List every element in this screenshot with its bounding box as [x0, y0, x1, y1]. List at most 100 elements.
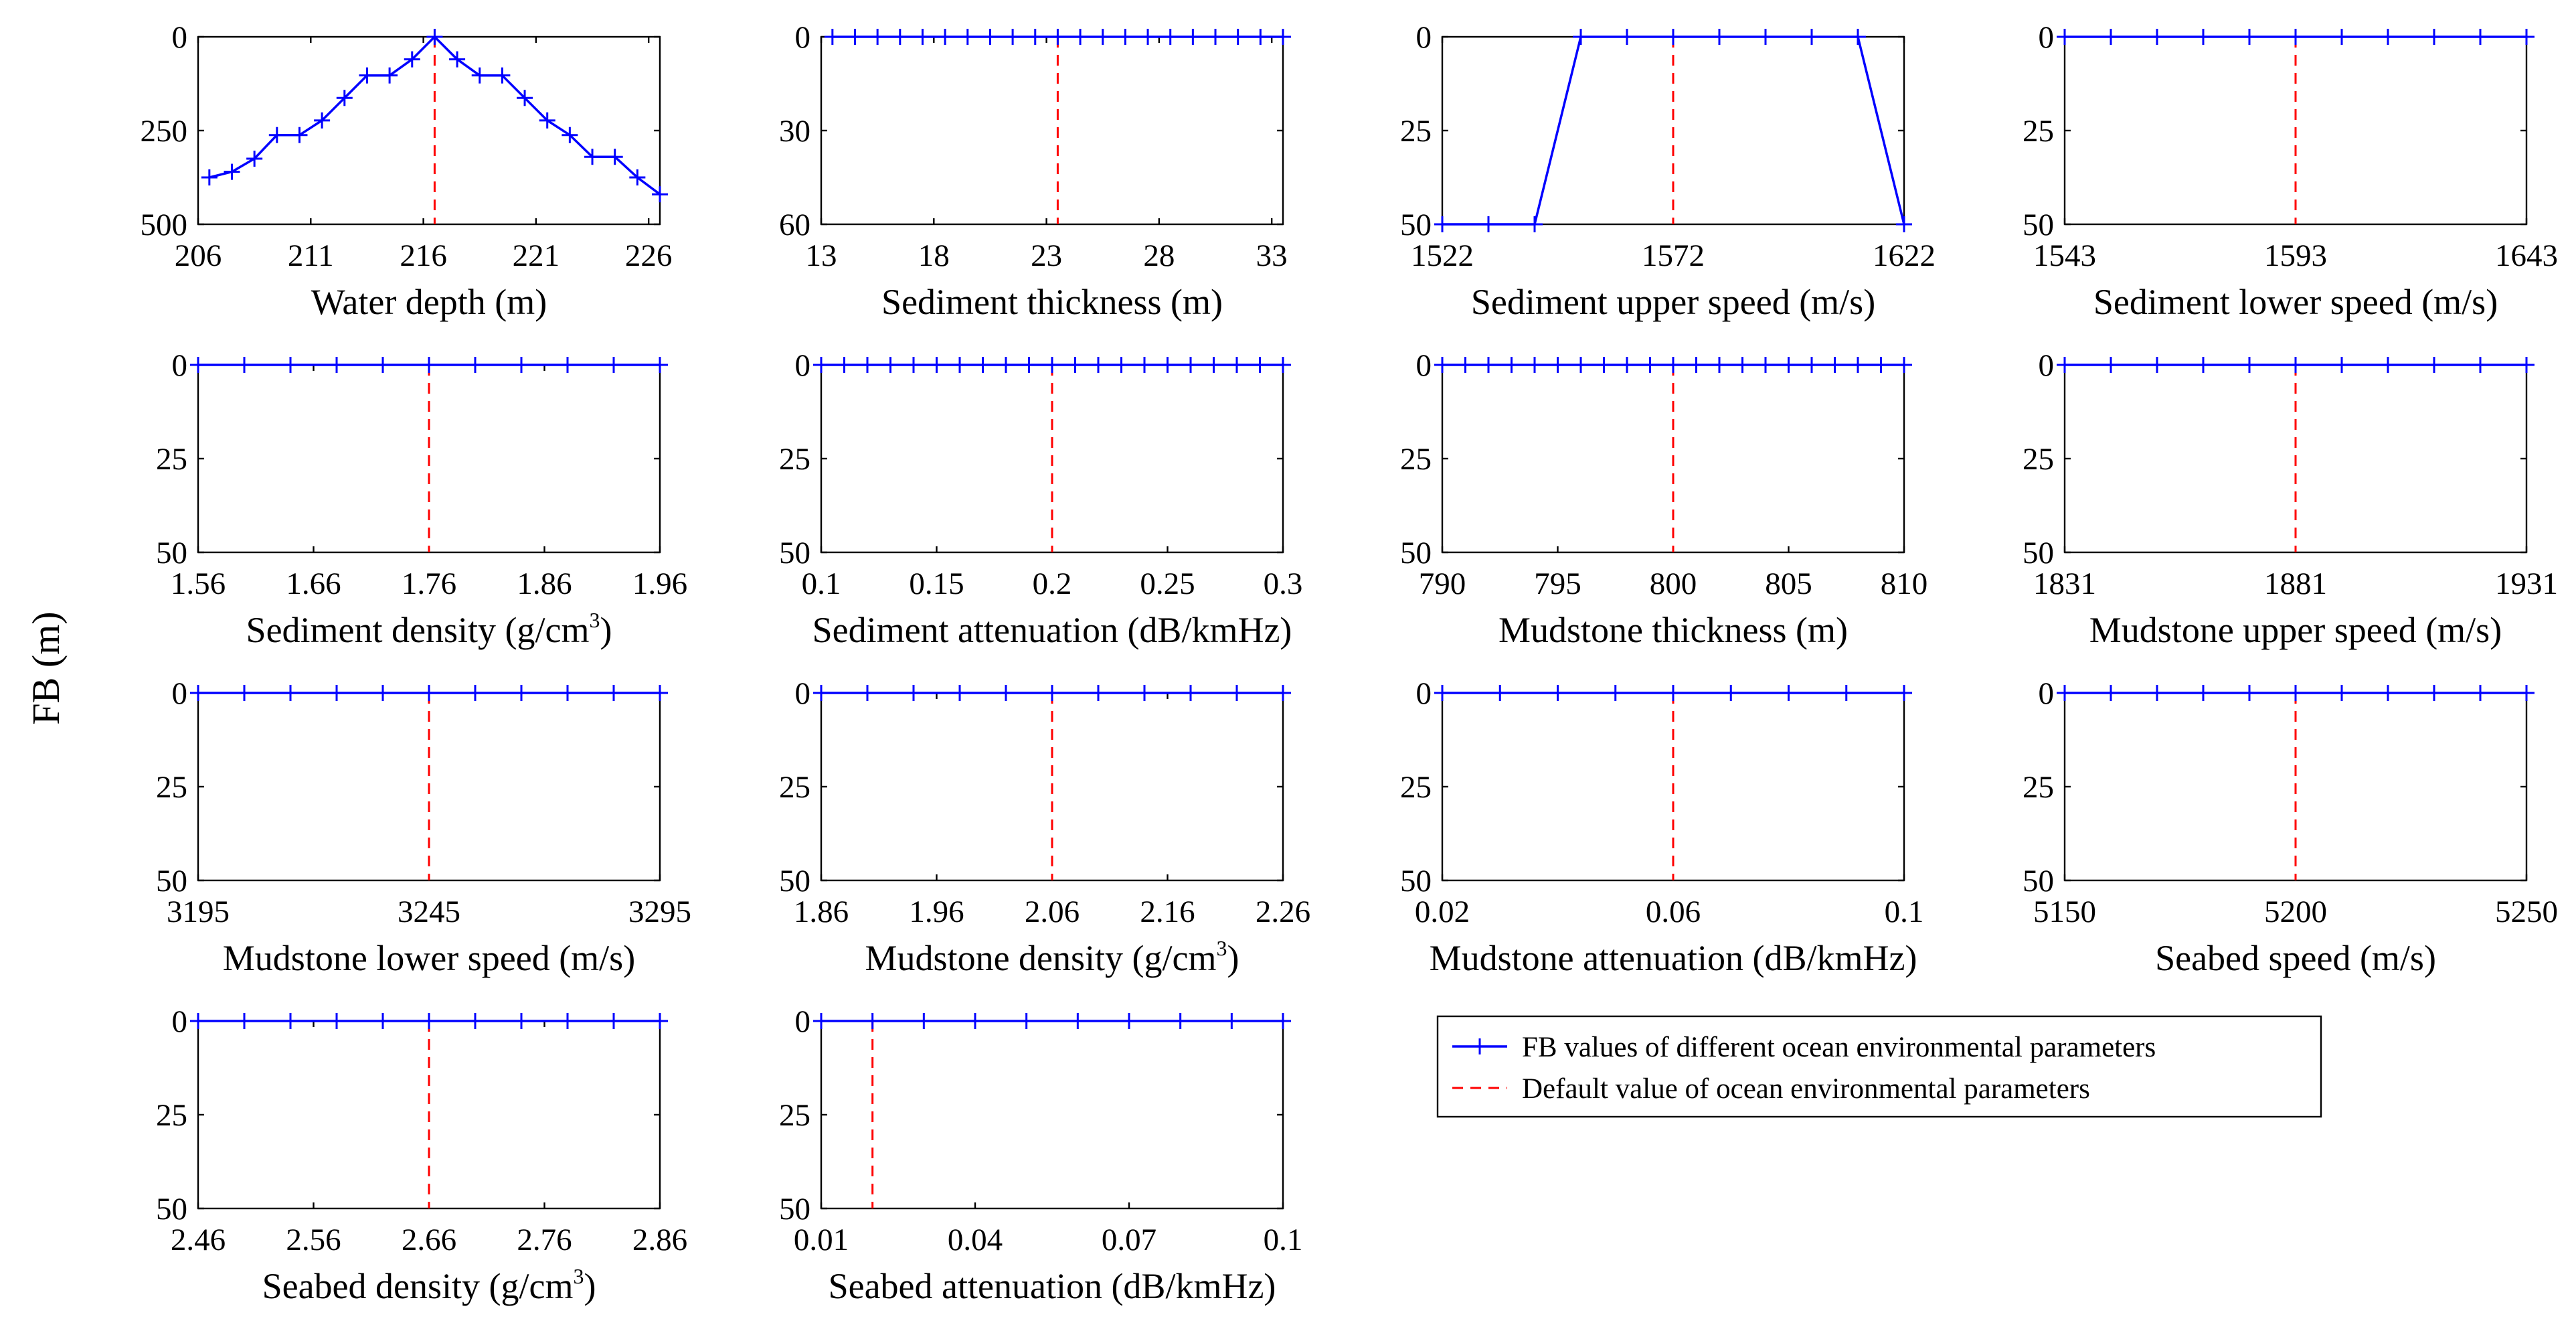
y-tick-label: 0	[1416, 20, 1432, 55]
y-tick-label: 25	[779, 442, 810, 477]
x-tick-label: 1931	[2495, 566, 2558, 601]
y-tick-label: 0	[1416, 348, 1432, 383]
x-axis-label: Mudstone density (g/cm3)	[865, 936, 1239, 978]
y-tick-label: 50	[156, 864, 187, 898]
subplot-7: 790 795 800 805 810 0 25 50 Mudstone thickness (…	[1400, 348, 1927, 650]
y-tick-label: 25	[156, 442, 187, 477]
axes-frame	[197, 35, 661, 226]
x-axis-label-superscript: 3	[573, 1264, 584, 1288]
x-tick-label: 1.66	[286, 566, 341, 601]
x-tick-label: 206	[175, 238, 222, 273]
x-axis-label-text: Water depth (m)	[311, 282, 547, 322]
y-tick-label: 0	[172, 20, 188, 55]
x-tick-label: 2.46	[171, 1223, 226, 1257]
x-tick-label: 0.1	[1264, 1223, 1303, 1257]
x-tick-label: 13	[806, 238, 837, 273]
x-tick-label: 0.1	[1885, 894, 1924, 929]
x-tick-label: 18	[918, 238, 950, 273]
x-axis-label-text: Mudstone attenuation (dB/kmHz)	[1430, 938, 1917, 978]
subplot-1: 206 211 216 221 226 0 250 500 Water depth (m)	[141, 20, 673, 322]
x-tick-label: 5250	[2495, 894, 2558, 929]
y-tick-label: 60	[779, 208, 810, 242]
y-tick-label: 25	[2023, 770, 2054, 805]
legend-box	[1436, 1015, 2322, 1118]
subplot-14: 0.01 0.04 0.07 0.1 0 25 50 Seabed attenuation (…	[779, 1004, 1302, 1306]
x-axis-label-text: Sediment lower speed (m/s)	[2093, 282, 2498, 322]
x-tick-label: 1.56	[171, 566, 226, 601]
x-tick-label: 800	[1650, 566, 1697, 601]
y-tick-label: 50	[779, 536, 810, 570]
x-tick-label: 3245	[398, 894, 460, 929]
x-axis-label-tail: )	[584, 1266, 596, 1306]
y-tick-label: 25	[1400, 442, 1432, 477]
x-axis-label: Mudstone thickness (m)	[1498, 610, 1848, 650]
y-tick-label: 25	[156, 1098, 187, 1133]
y-tick-label: 25	[156, 770, 187, 805]
y-tick-label: 0	[795, 348, 811, 383]
x-tick-label: 0.25	[1140, 566, 1195, 601]
axes-frame	[820, 35, 1284, 226]
x-tick-label: 1.96	[909, 894, 964, 929]
x-tick-label: 2.16	[1140, 894, 1195, 929]
x-tick-label: 790	[1419, 566, 1466, 601]
x-axis-label-text: Mudstone thickness (m)	[1498, 610, 1848, 650]
x-axis-label-text: Seabed speed (m/s)	[2155, 938, 2436, 978]
y-tick-label: 0	[795, 20, 811, 55]
x-tick-label: 211	[288, 238, 334, 273]
y-tick-label: 25	[1400, 770, 1432, 805]
y-tick-label: 50	[2023, 864, 2054, 898]
y-tick-label: 50	[1400, 864, 1432, 898]
y-tick-label: 50	[1400, 536, 1432, 570]
y-tick-label: 500	[141, 208, 188, 242]
x-tick-label: 1.86	[517, 566, 572, 601]
x-axis-label-text: Mudstone density (g/cm	[865, 938, 1217, 978]
x-tick-label: 1543	[2033, 238, 2096, 273]
x-tick-label: 5150	[2033, 894, 2096, 929]
x-tick-label: 23	[1031, 238, 1062, 273]
x-tick-label: 1881	[2264, 566, 2327, 601]
x-tick-label: 216	[400, 238, 447, 273]
y-tick-label: 25	[2023, 442, 2054, 477]
subplot-3: 1522 1572 1622 0 25 50 Sediment upper speed (m…	[1400, 20, 1936, 322]
x-tick-label: 1643	[2495, 238, 2558, 273]
x-axis-label-text: Seabed attenuation (dB/kmHz)	[829, 1266, 1276, 1306]
subplot-9: 3195 3245 3295 0 25 50 Mudstone lower speed (m…	[156, 676, 691, 978]
legend-default-label: Default value of ocean environmental par…	[1522, 1073, 2090, 1105]
x-tick-label: 2.06	[1025, 894, 1080, 929]
y-tick-label: 0	[172, 348, 188, 383]
y-tick-label: 250	[141, 114, 188, 149]
subplot-2: 13 18 23 28 33 0 30 60 Sediment thickness (m)	[779, 20, 1291, 322]
subplot-12: 5150 5200 5250 0 25 50 Seabed speed (m/s)	[2023, 676, 2558, 978]
x-tick-label: 0.01	[794, 1223, 849, 1257]
x-tick-label: 1.96	[632, 566, 687, 601]
subplot-4: 1543 1593 1643 0 25 50 Sediment lower speed (m…	[2023, 20, 2558, 322]
x-axis-label: Seabed density (g/cm3)	[262, 1264, 596, 1306]
legend: FB values of different ocean environment…	[1436, 1015, 2322, 1118]
y-tick-label: 25	[779, 770, 810, 805]
x-tick-label: 3295	[628, 894, 691, 929]
y-tick-label: 30	[779, 114, 810, 149]
x-tick-label: 221	[513, 238, 560, 273]
x-tick-label: 1831	[2033, 566, 2096, 601]
x-axis-label: Seabed attenuation (dB/kmHz)	[829, 1266, 1276, 1306]
y-tick-label: 0	[2039, 20, 2055, 55]
x-tick-label: 1593	[2264, 238, 2327, 273]
x-tick-label: 2.66	[402, 1223, 456, 1257]
x-tick-label: 0.2	[1033, 566, 1072, 601]
x-tick-label: 0.07	[1102, 1223, 1156, 1257]
y-tick-label: 25	[779, 1098, 810, 1133]
y-tick-label: 50	[2023, 208, 2054, 242]
x-tick-label: 810	[1881, 566, 1928, 601]
x-tick-label: 2.86	[632, 1223, 687, 1257]
x-tick-label: 0.3	[1264, 566, 1303, 601]
x-tick-label: 226	[625, 238, 673, 273]
x-axis-label: Mudstone attenuation (dB/kmHz)	[1430, 938, 1917, 978]
y-tick-label: 0	[2039, 676, 2055, 711]
subplot-11: 0.02 0.06 0.1 0 25 50 Mudstone attenuation (dB…	[1400, 676, 1923, 978]
x-axis-label-text: Sediment density (g/cm	[246, 610, 590, 650]
shared-y-axis-label: FB (m)	[24, 611, 68, 724]
x-tick-label: 2.26	[1256, 894, 1310, 929]
subplot-13: 2.46 2.56 2.66 2.76 2.86 0 25 50 Seabed density …	[156, 1004, 687, 1306]
